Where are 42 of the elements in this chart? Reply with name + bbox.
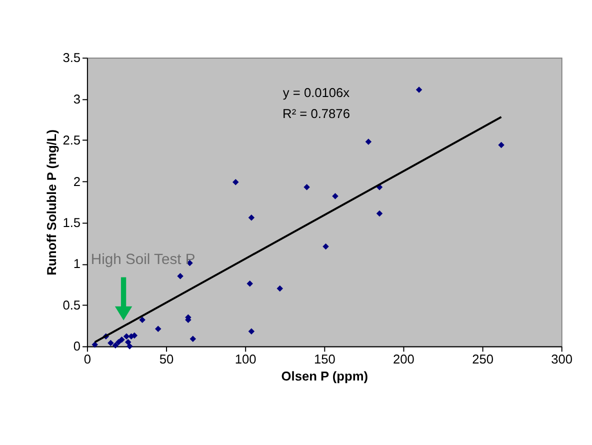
point bbox=[108, 340, 114, 346]
point bbox=[248, 328, 255, 335]
point bbox=[139, 316, 146, 323]
point bbox=[131, 332, 138, 339]
y-axis-title: Runoff Soluble P (mg/L) bbox=[44, 130, 59, 276]
y-tick-label: 1.5 bbox=[62, 215, 81, 230]
x-tick-label: 200 bbox=[393, 352, 414, 367]
annotation: R² = 0.7876 bbox=[282, 106, 350, 121]
point bbox=[177, 273, 184, 280]
point bbox=[332, 193, 338, 200]
point bbox=[322, 243, 329, 250]
x-tick-label: 50 bbox=[159, 352, 174, 367]
point bbox=[112, 342, 119, 349]
x-tick-label: 0 bbox=[84, 352, 92, 367]
point bbox=[155, 326, 162, 332]
y-tick-label: 2.5 bbox=[62, 132, 81, 148]
point bbox=[126, 343, 133, 350]
point bbox=[232, 179, 239, 186]
x-tick-label: 250 bbox=[472, 352, 494, 367]
point bbox=[416, 86, 422, 93]
point bbox=[248, 214, 255, 221]
point bbox=[304, 184, 310, 190]
point bbox=[376, 210, 383, 217]
x-axis-title: Olsen P (ppm) bbox=[281, 368, 368, 384]
point bbox=[92, 341, 98, 348]
point bbox=[124, 338, 132, 346]
x-tick-label: 150 bbox=[314, 352, 336, 367]
annotation: y = 0.0106x bbox=[282, 85, 350, 100]
point bbox=[190, 336, 196, 342]
point bbox=[276, 285, 284, 292]
point bbox=[246, 280, 253, 287]
x-tick-label: 300 bbox=[551, 352, 573, 367]
point bbox=[118, 336, 125, 343]
y-tick-label: 3.5 bbox=[62, 50, 81, 66]
y-tick-label: 1 bbox=[73, 256, 81, 272]
point bbox=[498, 142, 504, 148]
y-tick-label: 0 bbox=[73, 338, 81, 354]
y-tick-label: 3 bbox=[73, 91, 81, 106]
x-tick-label: 100 bbox=[234, 352, 256, 367]
point bbox=[365, 138, 372, 145]
y-tick-label: 0.5 bbox=[62, 297, 81, 312]
y-tick-label: 2 bbox=[73, 174, 81, 189]
